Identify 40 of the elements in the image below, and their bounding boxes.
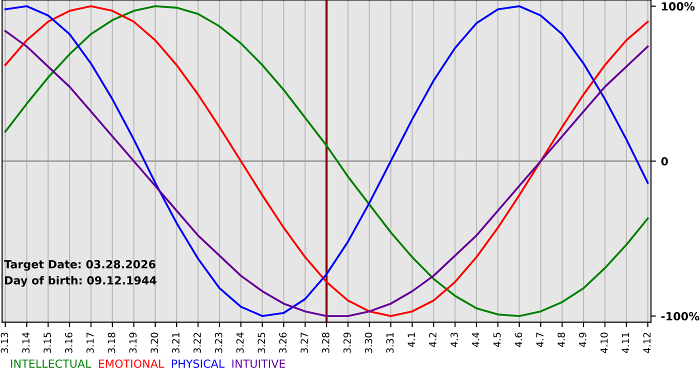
x-tick-label: 4.1	[408, 332, 415, 347]
annotation: Target Date: 03.28.2026	[4, 260, 156, 271]
x-tick-label: 3.18	[108, 332, 116, 353]
x-tick-label: 3.14	[22, 332, 30, 353]
x-tick-label: 4.5	[493, 332, 501, 347]
x-tick-label: 4.6	[514, 332, 522, 347]
x-tick-label: 4.9	[579, 332, 586, 347]
x-tick-label: 4.7	[536, 332, 544, 347]
text: PHYSICAL	[172, 359, 225, 368]
x-tick-label: 3.13	[0, 332, 8, 353]
x-tick-label: 3.20	[150, 332, 158, 353]
x-tick-label: 3.31	[386, 332, 394, 353]
x-tick-label: 3.27	[300, 332, 308, 353]
x-tick-label: 4.2	[429, 332, 436, 347]
y-tick-label: 0	[661, 157, 668, 166]
x-tick-label: 3.23	[214, 332, 222, 353]
x-tick-label: 3.25	[258, 332, 266, 353]
x-tick-label: 3.15	[44, 332, 51, 353]
x-tick-label: 4.12	[643, 332, 650, 354]
x-tick-label: 3.28	[322, 332, 330, 353]
text: EMOTIONAL	[99, 359, 164, 368]
text: INTUITIVE	[232, 360, 286, 368]
x-tick-label: 4.11	[622, 332, 630, 354]
x-tick-label: 4.10	[600, 332, 608, 354]
x-tick-label: 3.16	[65, 332, 72, 353]
x-tick-label: 3.24	[236, 332, 244, 353]
y-tick-label: 100%	[662, 2, 695, 11]
x-tick-label: 3.30	[364, 332, 372, 353]
x-tick-label: 3.29	[343, 332, 351, 353]
annotation: Day of birth: 09.12.1944	[5, 276, 156, 287]
x-tick-label: 4.3	[450, 332, 458, 347]
x-tick-label: 3.21	[172, 332, 180, 353]
x-tick-label: 3.17	[86, 332, 94, 353]
x-tick-label: 4.8	[558, 332, 565, 347]
text: INTELLECTUAL	[11, 359, 92, 368]
x-tick-label: 3.26	[279, 332, 287, 353]
x-tick-label: 4.4	[472, 332, 480, 347]
x-tick-label: 3.22	[194, 332, 201, 353]
x-tick-label: 3.19	[129, 332, 137, 353]
y-tick-label: -100%	[661, 312, 700, 320]
